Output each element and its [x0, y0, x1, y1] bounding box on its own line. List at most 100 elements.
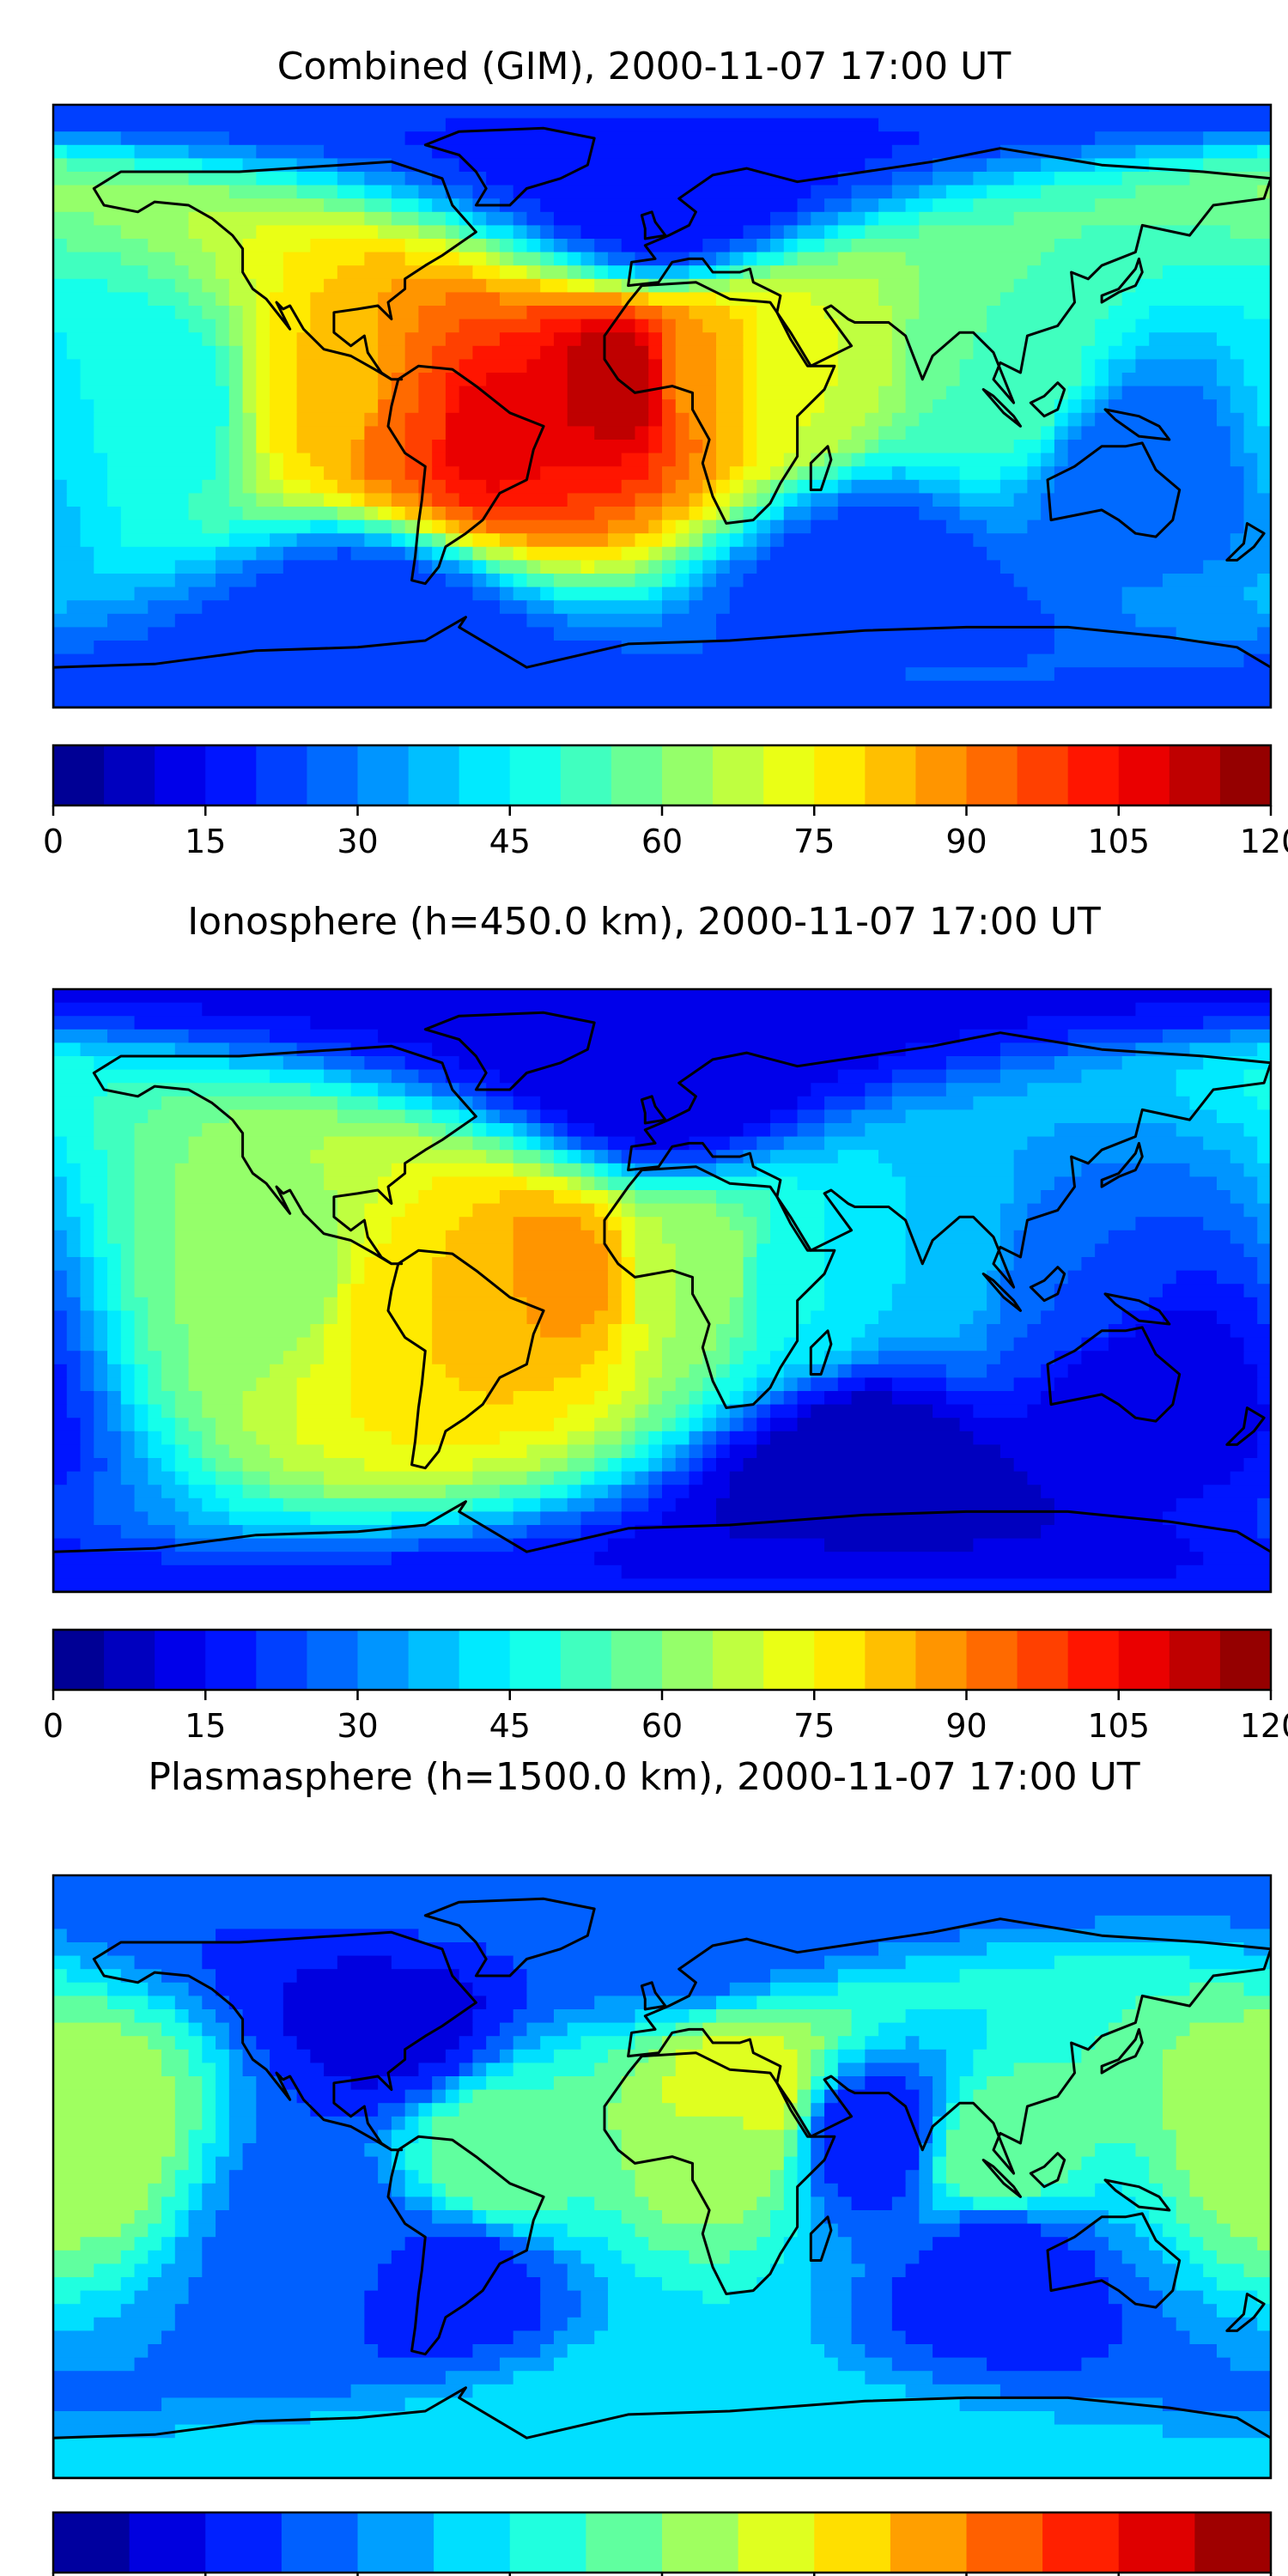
colorbar-band — [256, 745, 307, 805]
map-plot: 0510152025303540 — [52, 1874, 1273, 2576]
colorbar-tick-label: 105 — [1087, 1707, 1150, 1745]
colorbar-band — [814, 2512, 891, 2573]
colorbar-tick-label: 60 — [641, 823, 683, 860]
coastlines — [53, 126, 1271, 708]
colorbar-band — [1118, 2512, 1195, 2573]
colorbar-band — [713, 745, 764, 805]
colorbar-band — [104, 1630, 155, 1690]
chart-title: Combined (GIM), 2000-11-07 17:00 UT — [276, 45, 1012, 88]
colorbar-tick-label: 105 — [1087, 823, 1150, 860]
chart-title: Plasmasphere (h=1500.0 km), 2000-11-07 1… — [148, 1755, 1140, 1799]
colorbar-tick-label: 120 — [1240, 1707, 1288, 1745]
panel-ionosphere: Ionosphere (h=450.0 km), 2000-11-07 17:0… — [0, 859, 1288, 1745]
colorbar-band — [890, 2512, 967, 2573]
colorbar-band — [205, 745, 257, 805]
colorbar-band — [1067, 1630, 1120, 1690]
colorbar-band — [53, 2512, 131, 2573]
colorbar: 0 15 30 45 60 75 90 105 120 — [43, 744, 1288, 860]
colorbar-band — [1219, 745, 1272, 805]
chart-title: Ionosphere (h=450.0 km), 2000-11-07 17:0… — [187, 900, 1101, 944]
map-frame — [52, 103, 1273, 709]
colorbar-band — [509, 1630, 562, 1690]
colorbar-band — [966, 1630, 1018, 1690]
colorbar-band — [865, 1630, 916, 1690]
map-frame — [52, 1874, 1273, 2480]
colorbar-band — [129, 2512, 206, 2573]
map-plot: 0 15 30 45 60 75 90 105 120 — [43, 103, 1288, 860]
colorbar-tick-label: 60 — [641, 1707, 683, 1745]
colorbar-tick-label: 30 — [337, 823, 378, 860]
colorbar-band — [662, 745, 714, 805]
colorbar-band — [53, 745, 105, 805]
colorbar-band — [560, 1630, 612, 1690]
colorbar-band — [307, 1630, 358, 1690]
colorbar-band — [814, 1630, 866, 1690]
colorbar-band — [1169, 1630, 1221, 1690]
colorbar-band — [408, 1630, 460, 1690]
colorbar-tick-label: 90 — [945, 1707, 987, 1745]
colorbar-band — [738, 2512, 815, 2573]
colorbar-band — [662, 2512, 739, 2573]
colorbar-band — [1118, 745, 1170, 805]
colorbar-band — [586, 2512, 663, 2573]
colorbar-band — [763, 745, 815, 805]
colorbar-band — [966, 2512, 1043, 2573]
colorbar-band — [611, 745, 663, 805]
colorbar-band — [357, 745, 410, 805]
colorbar-band — [434, 2512, 511, 2573]
colorbar-band — [763, 1630, 815, 1690]
colorbar-tick-label: 30 — [337, 1707, 378, 1745]
colorbar-band — [307, 745, 358, 805]
colorbar-band — [1169, 745, 1221, 805]
colorbar-band — [408, 745, 460, 805]
colorbar-tick-label: 45 — [489, 823, 531, 860]
colorbar-band — [1194, 2512, 1272, 2573]
colorbar-band — [104, 745, 155, 805]
colorbar-band — [53, 1630, 105, 1690]
colorbar-band — [713, 1630, 764, 1690]
colorbar-tick-label: 90 — [945, 823, 987, 860]
colorbar-band — [865, 745, 916, 805]
field-shading — [53, 989, 1271, 1592]
colorbar-band — [509, 2512, 586, 2573]
colorbar-band — [611, 1630, 663, 1690]
coastlines — [53, 1011, 1271, 1592]
colorbar-band — [357, 1630, 410, 1690]
colorbar-band — [915, 745, 967, 805]
panel-combined: Combined (GIM), 2000-11-07 17:00 UT 0 15 3… — [0, 0, 1288, 860]
colorbar-band — [155, 745, 206, 805]
panel-plasmasphere: Plasmasphere (h=1500.0 km), 2000-11-07 1… — [0, 1717, 1288, 2576]
colorbar-band — [1042, 2512, 1120, 2573]
colorbar-band — [814, 745, 866, 805]
colorbar-band — [560, 745, 612, 805]
colorbar-tick-label: 45 — [489, 1707, 531, 1745]
field-shading — [53, 1875, 1271, 2478]
colorbar-tick-label: 120 — [1240, 823, 1288, 860]
colorbar-tick-label: 75 — [793, 1707, 835, 1745]
map-plot: 0 15 30 45 60 75 90 105 120 — [43, 987, 1288, 1745]
colorbar-band — [1067, 745, 1120, 805]
colorbar-tick-label: 15 — [185, 823, 226, 860]
colorbar-band — [281, 2512, 358, 2573]
colorbar-band — [357, 2512, 434, 2573]
colorbar-band — [256, 1630, 307, 1690]
colorbar-band — [509, 745, 562, 805]
colorbar-band — [459, 745, 511, 805]
colorbar-band — [966, 745, 1018, 805]
colorbar: 0 15 30 45 60 75 90 105 120 — [43, 1628, 1288, 1745]
colorbar-band — [1017, 1630, 1069, 1690]
colorbar-band — [1118, 1630, 1170, 1690]
colorbar-tick-label: 15 — [185, 1707, 226, 1745]
colorbar-band — [1017, 745, 1069, 805]
colorbar-tick-label: 0 — [43, 1707, 64, 1745]
field-shading — [53, 105, 1271, 708]
coastlines — [53, 1897, 1271, 2478]
colorbar-band — [915, 1630, 967, 1690]
colorbar-tick-label: 0 — [43, 823, 64, 860]
colorbar-band — [205, 1630, 257, 1690]
map-frame — [52, 987, 1273, 1594]
colorbar-band — [205, 2512, 283, 2573]
colorbar-tick-label: 75 — [793, 823, 835, 860]
colorbar-band — [1219, 1630, 1272, 1690]
colorbar-band — [459, 1630, 511, 1690]
